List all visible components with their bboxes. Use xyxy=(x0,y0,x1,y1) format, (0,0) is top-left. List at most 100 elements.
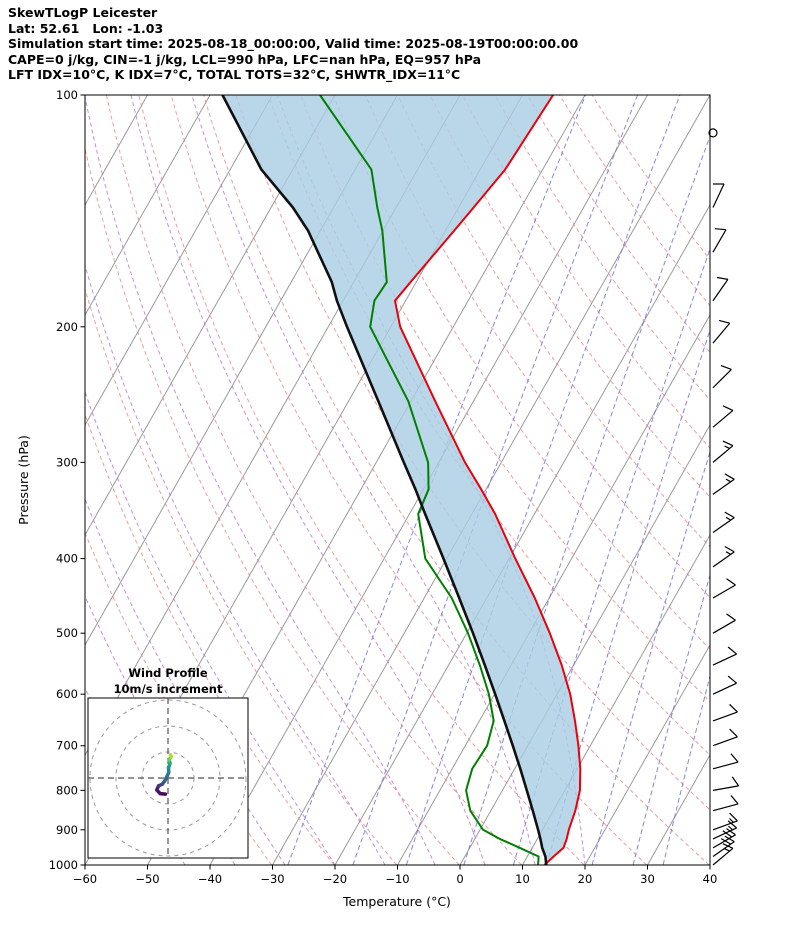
hodograph-title: Wind Profile xyxy=(128,666,208,680)
wind-barb-staff xyxy=(712,279,729,302)
wind-barb-staff xyxy=(712,229,727,253)
y-tick-label: 600 xyxy=(56,687,78,701)
dry-adiabat-line xyxy=(138,95,585,865)
wind-barb-feather xyxy=(725,478,732,483)
header: SkewTLogP Leicester Lat: 52.61 Lon: -1.0… xyxy=(8,5,578,83)
wind-barb-feather xyxy=(722,830,733,838)
dry-adiabat-line xyxy=(85,146,460,865)
x-tick-label: 10 xyxy=(515,872,530,886)
x-tick-label: −30 xyxy=(260,872,284,886)
dewpoint-line xyxy=(319,95,540,865)
mixing-ratio-line xyxy=(662,674,710,865)
dry-adiabat-line xyxy=(559,95,710,307)
wind-barb-feather xyxy=(722,843,734,849)
wind-barb-staff xyxy=(712,183,725,208)
axes: −60 −50 −40 −30 −20 −10 0 10 20 30 40 100 200 300 400 5… xyxy=(49,88,718,886)
wind-barb-feather xyxy=(720,838,732,845)
moist-adiabat-line xyxy=(85,390,336,865)
dry-adiabat-line xyxy=(397,95,710,548)
dry-adiabat-line xyxy=(364,95,710,599)
wind-barb-feather xyxy=(724,835,735,843)
wind-barb-feather xyxy=(718,319,730,324)
isotherm-line xyxy=(647,753,710,865)
isotherm-line xyxy=(85,95,273,427)
wind-barb-staff xyxy=(712,517,735,534)
wind-barb-feather xyxy=(714,228,727,231)
mixing-ratio-line xyxy=(632,573,710,865)
mixing-ratio-line xyxy=(463,134,710,865)
wind-barb-staff xyxy=(712,711,738,722)
mixing-ratio-line xyxy=(591,450,710,865)
wind-barb-feather xyxy=(729,703,738,713)
header-indices-line1: CAPE=0 j/kg, CIN=-1 j/kg, LCL=990 hPa, L… xyxy=(8,51,482,67)
wind-barb-staff xyxy=(712,736,738,747)
moist-adiabat-line xyxy=(130,95,486,865)
wind-barb-staff xyxy=(712,785,739,791)
dry-adiabat-line xyxy=(429,95,710,498)
x-tick-label: −50 xyxy=(135,872,159,886)
isotherm-line xyxy=(522,533,710,865)
wind-barb-feather xyxy=(725,551,732,555)
dry-adiabat-line xyxy=(462,95,710,449)
wind-barb-feather xyxy=(727,646,737,655)
isotherm-line xyxy=(397,313,710,865)
calm-wind-circle xyxy=(708,128,718,138)
mixing-ratio-line xyxy=(405,95,681,865)
header-coordinates: Lat: 52.61 Lon: -1.03 xyxy=(8,20,164,36)
page-title: SkewTLogP Leicester xyxy=(8,5,158,20)
wind-barbs xyxy=(708,128,740,866)
isotherm-line xyxy=(459,423,710,865)
dry-adiabat-line xyxy=(105,95,522,865)
wind-barb-staff xyxy=(712,478,735,495)
y-tick-label: 700 xyxy=(56,739,78,753)
parcel-line xyxy=(221,95,548,865)
x-tick-label: 20 xyxy=(578,872,593,886)
wind-barb-staff xyxy=(712,653,737,666)
wind-barb-feather xyxy=(724,445,730,449)
mixing-ratio-line xyxy=(352,95,639,865)
wind-barb-feather xyxy=(726,613,736,621)
wind-barb-feather xyxy=(729,818,734,823)
wind-barb-feather xyxy=(727,675,737,684)
header-indices-line2: LFT IDX=10°C, K IDX=7°C, TOTAL TOTS=32°C… xyxy=(8,67,461,83)
wind-barb-feather xyxy=(726,578,736,586)
hodograph-subtitle: 10m/s increment xyxy=(114,682,223,696)
wind-barb-staff xyxy=(712,551,735,568)
mixing-ratio-line xyxy=(512,247,710,865)
isotherm-line xyxy=(709,863,710,865)
y-tick-label: 400 xyxy=(56,552,78,566)
dry-adiabats xyxy=(85,95,710,865)
y-tick-label: 200 xyxy=(56,320,78,334)
hodograph-ring xyxy=(89,699,247,857)
y-tick-label: 1000 xyxy=(49,858,78,872)
wind-barb-feather xyxy=(724,473,735,480)
cin-shade-area xyxy=(222,95,581,865)
hodograph-inset xyxy=(87,697,249,859)
y-tick-label: 500 xyxy=(56,626,78,640)
moist-adiabat-line xyxy=(85,95,436,865)
wind-barb-staff xyxy=(712,803,739,812)
y-tick-label: 800 xyxy=(56,783,78,797)
wind-barb-staff xyxy=(712,761,739,770)
x-tick-label: 30 xyxy=(640,872,655,886)
moist-adiabat-line xyxy=(191,95,536,865)
dry-adiabat-line xyxy=(203,95,710,865)
wind-barb-staff xyxy=(712,322,731,344)
x-axis-label: Temperature (°C) xyxy=(342,894,451,909)
wind-barb-feather xyxy=(729,812,738,822)
wind-barb-staff xyxy=(712,682,737,695)
y-tick-label: 300 xyxy=(56,455,78,469)
wind-barb-staff xyxy=(712,847,734,866)
temperature-line xyxy=(394,95,582,865)
wind-barb-feather xyxy=(727,820,737,829)
wind-barb-feather xyxy=(729,728,738,738)
dry-adiabat-line xyxy=(526,95,710,354)
wind-barb-feather xyxy=(725,516,732,521)
dry-adiabat-line xyxy=(85,287,397,865)
wind-barb-feather xyxy=(722,440,734,447)
wind-barb-feather xyxy=(724,848,730,852)
wind-barb-feather xyxy=(730,753,739,763)
wind-barb-staff xyxy=(712,409,734,428)
hodograph-content xyxy=(88,698,248,858)
